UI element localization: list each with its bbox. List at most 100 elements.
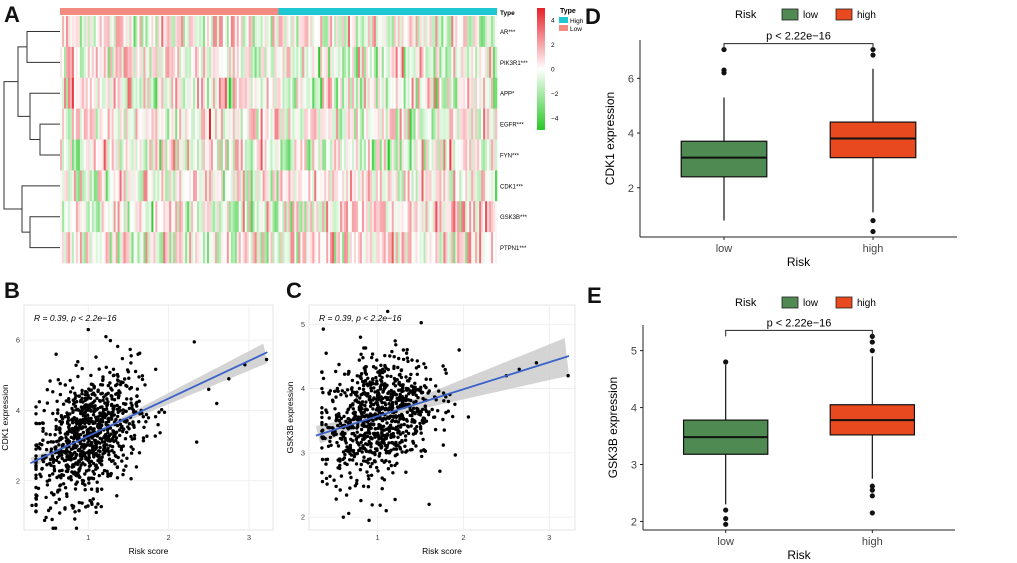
heatmap-cell bbox=[391, 108, 395, 140]
heatmap-cell bbox=[367, 46, 371, 79]
heatmap-cell bbox=[179, 201, 182, 233]
heatmap-cell bbox=[393, 108, 396, 140]
heatmap-cell bbox=[387, 16, 391, 48]
heatmap-cell bbox=[445, 77, 448, 109]
scatter-point bbox=[385, 421, 389, 425]
heatmap-cell bbox=[413, 77, 416, 109]
heatmap-cell bbox=[367, 108, 371, 140]
heatmap-cell bbox=[177, 201, 180, 233]
heatmap-cell bbox=[461, 46, 464, 79]
heatmap-cell bbox=[294, 108, 297, 140]
heatmap-cell bbox=[177, 108, 180, 140]
heatmap-cell bbox=[206, 232, 210, 264]
heatmap-cell bbox=[280, 77, 283, 109]
scatter-point bbox=[72, 433, 77, 437]
scatter-point bbox=[367, 439, 371, 444]
heatmap-cell bbox=[91, 232, 95, 264]
scatter-point bbox=[390, 419, 394, 424]
heatmap-cell bbox=[69, 170, 73, 202]
scatter-point bbox=[378, 369, 382, 373]
heatmap-cell bbox=[348, 46, 351, 79]
heatmap-cell bbox=[294, 232, 297, 264]
heatmap-cells bbox=[60, 16, 498, 264]
scatter-point bbox=[121, 380, 125, 385]
dendrogram-branch bbox=[21, 185, 60, 233]
heatmap-cell bbox=[264, 108, 267, 140]
heatmap-cell bbox=[310, 16, 313, 48]
heatmap-cell bbox=[191, 170, 194, 202]
outlier-point bbox=[721, 46, 727, 53]
heatmap-cell bbox=[193, 77, 196, 109]
scatter-point bbox=[363, 379, 367, 383]
heatmap-cell bbox=[153, 139, 156, 171]
scatter-point bbox=[433, 427, 438, 432]
heatmap-cell bbox=[395, 139, 398, 171]
scatter-point bbox=[409, 384, 414, 388]
scatter-point bbox=[404, 470, 408, 474]
correlation-annotation: R = 0.39, p < 2.2e−16 bbox=[34, 313, 117, 323]
heatmap-cell bbox=[383, 77, 387, 109]
heatmap-cell bbox=[379, 201, 383, 233]
scatter-point bbox=[44, 447, 49, 452]
heatmap-cell bbox=[294, 77, 297, 109]
heatmap-cell bbox=[296, 139, 299, 171]
heatmap-cell bbox=[475, 232, 478, 264]
scatter-point bbox=[67, 454, 72, 459]
heatmap-cell bbox=[326, 232, 329, 264]
heatmap-cell bbox=[479, 108, 482, 140]
heatmap-cell bbox=[421, 139, 424, 171]
legend-high-swatch bbox=[559, 17, 568, 23]
heatmap-cell bbox=[373, 77, 377, 109]
heatmap-cell bbox=[165, 170, 168, 202]
scatter-point bbox=[442, 428, 446, 432]
scatter-point bbox=[113, 453, 118, 458]
scatter-point bbox=[359, 462, 363, 467]
heatmap-cell bbox=[475, 170, 478, 202]
heatmap-cell bbox=[222, 232, 226, 264]
scatter-point bbox=[321, 376, 326, 381]
outlier-point bbox=[870, 217, 876, 224]
heatmap-cell bbox=[441, 46, 444, 79]
gene-label: AR*** bbox=[500, 30, 516, 36]
scatter-point bbox=[75, 417, 79, 421]
scatter-point bbox=[357, 358, 361, 362]
heatmap-cell bbox=[191, 46, 194, 79]
heatmap-cell bbox=[344, 16, 347, 48]
heatmap-cell bbox=[216, 16, 220, 48]
heatmap-cell bbox=[447, 139, 450, 171]
heatmap-cell bbox=[167, 16, 170, 48]
heatmap-cell bbox=[75, 139, 79, 171]
scatter-point bbox=[133, 369, 138, 374]
scatter-point bbox=[336, 466, 340, 470]
heatmap-cell bbox=[469, 77, 472, 109]
scatter-point bbox=[34, 463, 38, 468]
heatmap-cell bbox=[119, 108, 122, 140]
heatmap-cell bbox=[262, 139, 265, 171]
scatter-point bbox=[380, 431, 384, 435]
scatter-point bbox=[110, 394, 114, 398]
scatter-point bbox=[129, 397, 133, 401]
heatmap-cell bbox=[226, 16, 230, 48]
heatmap-cell bbox=[342, 77, 345, 109]
scatter-point bbox=[74, 363, 78, 367]
heatmap-cell bbox=[481, 16, 484, 48]
heatmap-cell bbox=[395, 16, 398, 48]
heatmap-cell bbox=[60, 16, 63, 48]
heatmap-cell bbox=[187, 232, 190, 264]
box-low bbox=[682, 359, 769, 527]
heatmap-cell bbox=[248, 170, 251, 202]
heatmap-cell bbox=[443, 201, 446, 233]
heatmap-cell bbox=[491, 170, 494, 202]
heatmap-cell bbox=[85, 232, 89, 264]
scatter-point bbox=[62, 458, 66, 463]
heatmap-cell bbox=[340, 77, 343, 109]
scatter-point bbox=[346, 417, 350, 421]
scatter-point bbox=[411, 432, 416, 436]
scatter-point bbox=[156, 423, 160, 427]
heatmap-cell bbox=[348, 170, 351, 202]
heatmap-cell bbox=[181, 16, 184, 48]
scatter-point bbox=[54, 445, 58, 449]
heatmap-cell bbox=[181, 201, 184, 233]
heatmap-cell bbox=[177, 46, 180, 79]
scatter-point bbox=[92, 384, 97, 389]
